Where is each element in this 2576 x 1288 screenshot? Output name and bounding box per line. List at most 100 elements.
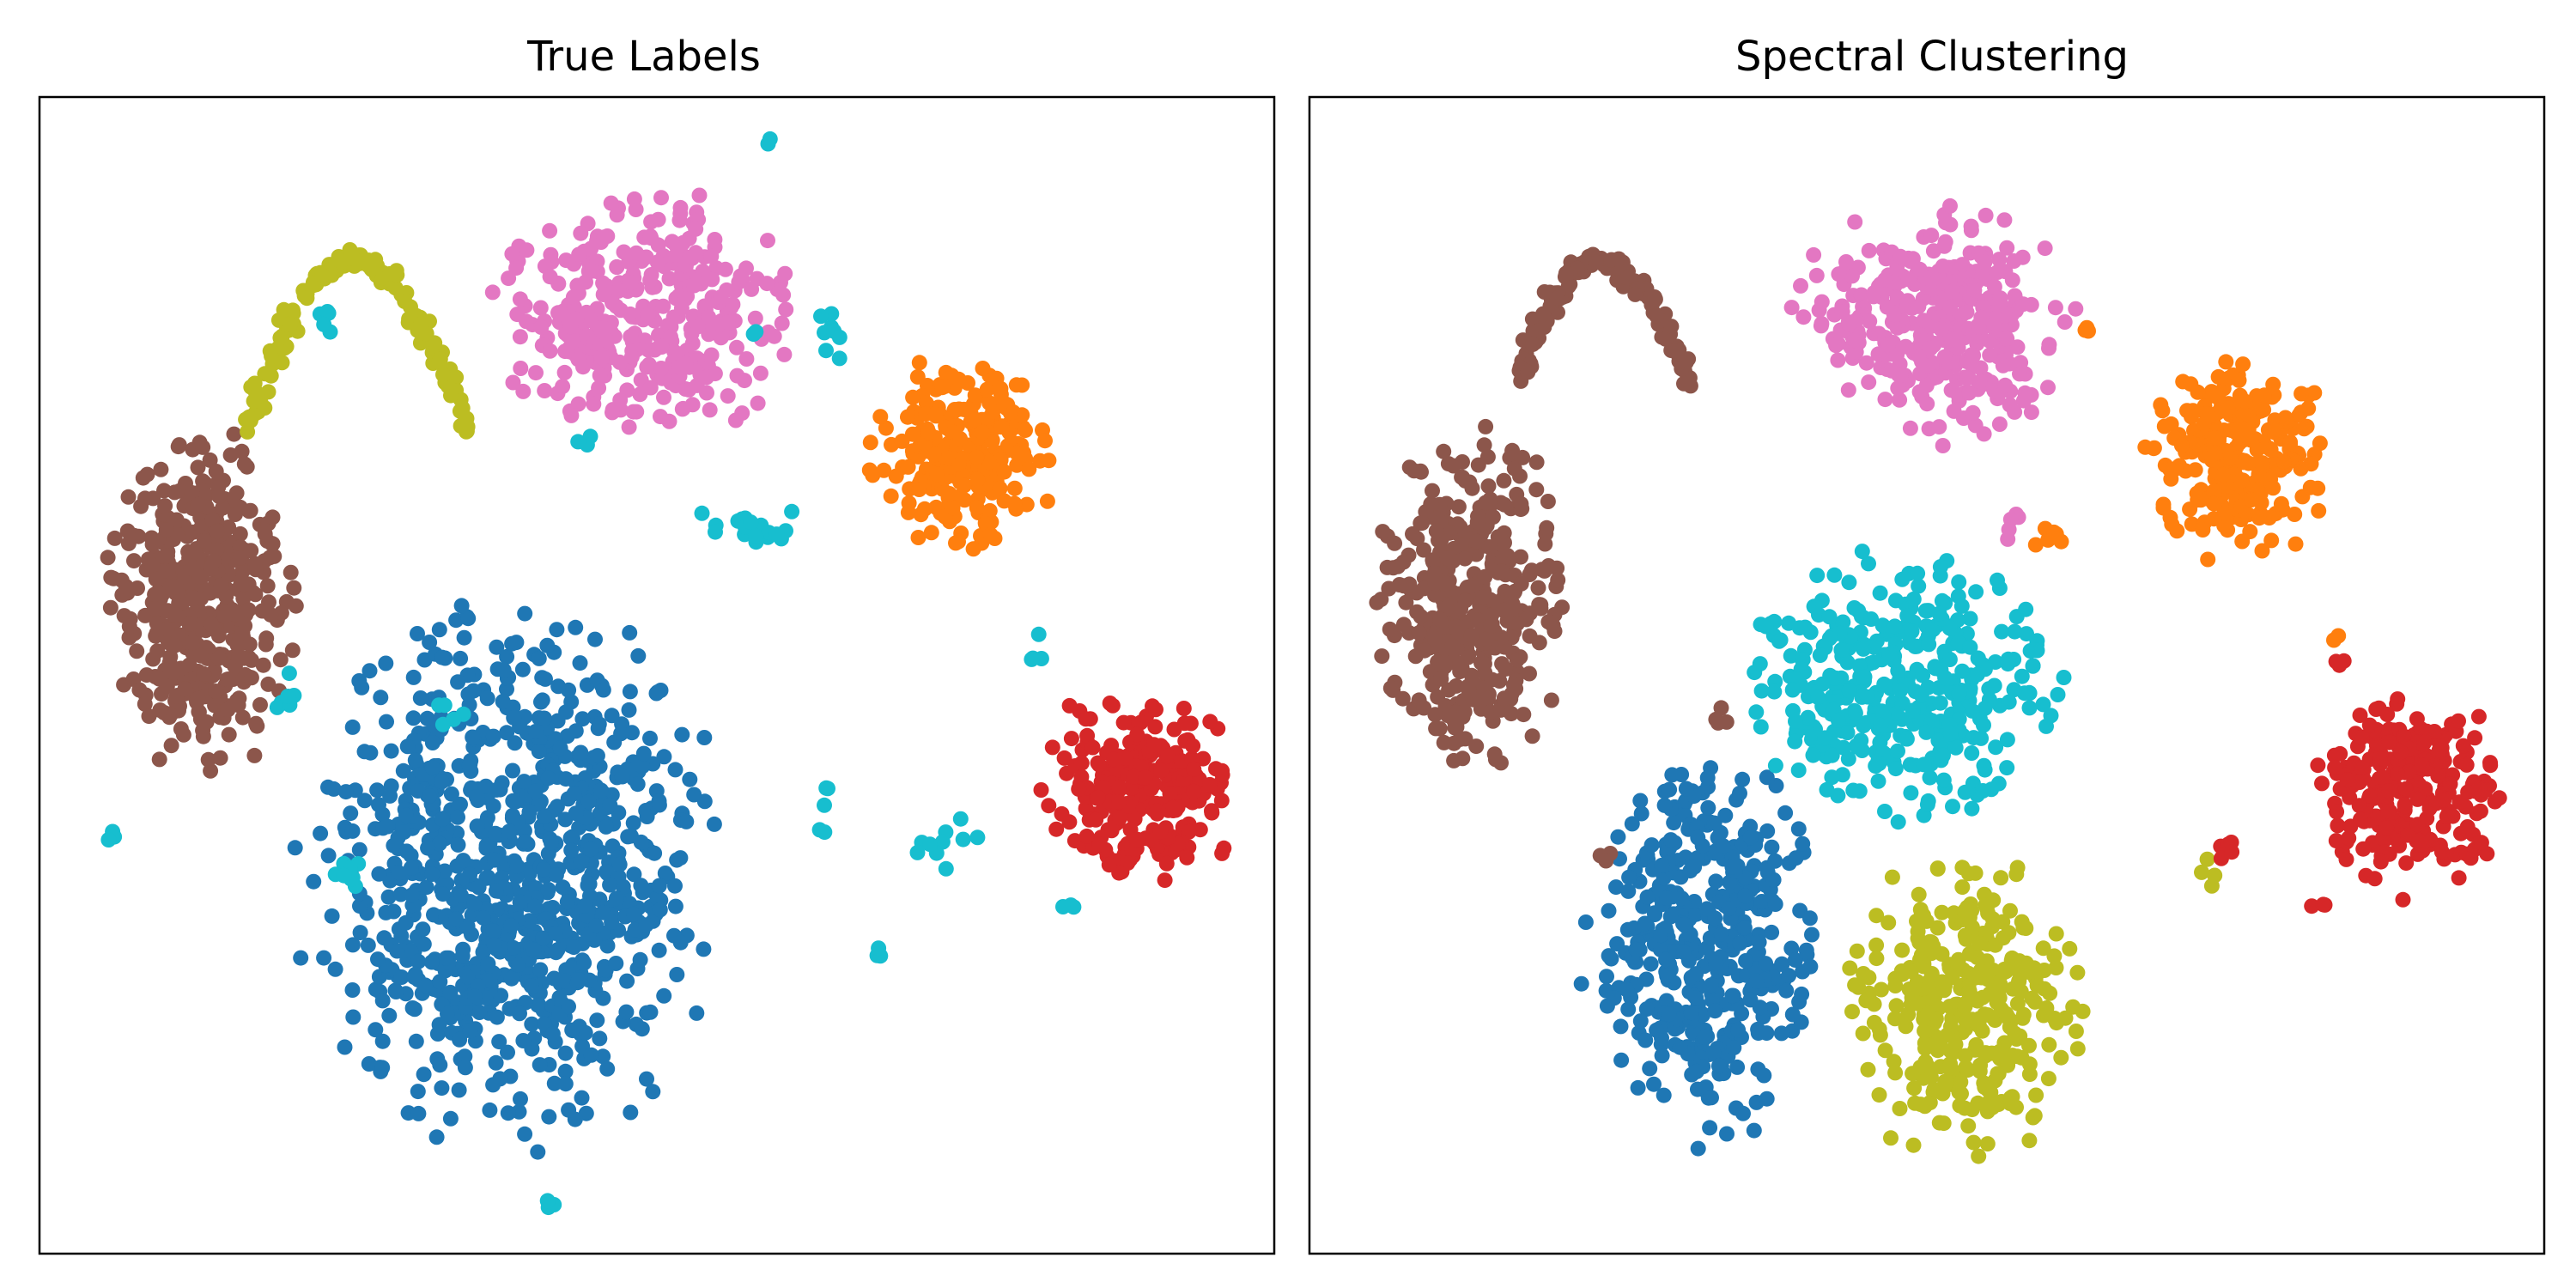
data-point xyxy=(546,1075,562,1091)
data-point xyxy=(215,500,231,516)
data-point xyxy=(436,697,453,714)
data-point xyxy=(738,351,755,367)
data-point xyxy=(1977,254,1993,270)
data-point xyxy=(1918,724,1935,740)
data-point xyxy=(1676,916,1692,933)
data-point xyxy=(1871,756,1887,772)
data-point xyxy=(1176,715,1193,732)
data-point xyxy=(1913,905,1929,921)
data-point xyxy=(293,950,309,966)
data-point xyxy=(1848,343,1864,360)
data-point xyxy=(1839,725,1856,741)
data-point xyxy=(981,502,998,519)
data-point xyxy=(2311,502,2327,519)
data-point xyxy=(1954,879,1971,896)
data-point xyxy=(2021,1056,2038,1072)
data-point xyxy=(1859,689,1875,705)
data-point xyxy=(1890,814,1906,830)
data-point xyxy=(1678,781,1694,797)
data-point xyxy=(487,852,503,868)
data-point xyxy=(118,578,134,594)
data-point xyxy=(1656,1087,1672,1103)
data-point xyxy=(156,483,172,499)
data-point xyxy=(515,1033,532,1048)
data-point xyxy=(226,426,242,442)
data-point xyxy=(969,500,985,516)
data-point xyxy=(478,837,495,854)
data-point xyxy=(1659,968,1675,984)
data-point xyxy=(1445,458,1461,474)
data-point xyxy=(595,1048,611,1065)
data-point xyxy=(621,419,637,435)
data-point xyxy=(1540,494,1556,509)
data-point xyxy=(996,464,1012,480)
data-point xyxy=(508,635,525,651)
data-point xyxy=(2196,416,2212,432)
data-point xyxy=(1002,404,1018,421)
data-point xyxy=(1147,719,1163,735)
data-point xyxy=(1509,652,1525,668)
data-point xyxy=(1907,1095,1923,1111)
data-point xyxy=(407,752,423,769)
data-point xyxy=(1826,567,1843,583)
data-point xyxy=(1680,372,1696,388)
data-point xyxy=(1824,747,1840,763)
data-point xyxy=(168,607,185,623)
data-point xyxy=(592,368,608,384)
data-point xyxy=(2411,832,2427,848)
data-point xyxy=(280,689,296,704)
data-point xyxy=(571,246,587,263)
data-point xyxy=(638,917,654,933)
data-point xyxy=(521,866,538,882)
data-point xyxy=(1991,252,2008,268)
data-point xyxy=(281,665,297,682)
data-point xyxy=(482,1102,498,1118)
data-point xyxy=(1436,734,1452,750)
data-point xyxy=(479,690,495,707)
data-point xyxy=(622,624,638,641)
data-point xyxy=(460,611,477,627)
data-point xyxy=(157,498,173,514)
data-point xyxy=(1649,307,1665,324)
data-point xyxy=(1186,783,1202,799)
data-point xyxy=(922,836,938,853)
data-point xyxy=(669,852,685,868)
data-point xyxy=(965,541,981,557)
data-point xyxy=(1039,493,1055,509)
data-point xyxy=(269,699,285,715)
data-point xyxy=(1414,515,1431,532)
data-point xyxy=(210,523,225,539)
data-point xyxy=(1724,987,1741,1004)
data-point xyxy=(1957,999,1973,1015)
data-point xyxy=(651,797,667,813)
data-point xyxy=(1931,605,1947,622)
data-point xyxy=(1965,1134,1982,1151)
data-point xyxy=(929,466,945,483)
data-point xyxy=(1870,773,1886,789)
data-point xyxy=(1638,1001,1655,1018)
data-point xyxy=(393,969,410,985)
data-point xyxy=(538,671,553,687)
data-point xyxy=(519,313,534,330)
data-point xyxy=(698,369,714,386)
data-point xyxy=(1599,969,1614,985)
data-point xyxy=(1923,340,1939,356)
data-point xyxy=(533,319,550,335)
data-point xyxy=(264,509,281,526)
data-point xyxy=(381,266,398,282)
data-point xyxy=(1844,1004,1860,1020)
data-point xyxy=(2207,429,2223,446)
data-point xyxy=(1995,357,2011,374)
data-point xyxy=(1653,927,1668,944)
data-point xyxy=(1718,714,1735,730)
data-point xyxy=(621,702,637,718)
data-point xyxy=(2328,833,2344,849)
data-point xyxy=(1041,798,1057,814)
data-point xyxy=(667,898,683,914)
data-point xyxy=(1899,297,1916,313)
data-point xyxy=(2244,492,2260,508)
data-point xyxy=(2452,825,2469,841)
data-point xyxy=(642,228,659,245)
data-point xyxy=(2164,516,2180,532)
data-point xyxy=(1030,626,1047,642)
